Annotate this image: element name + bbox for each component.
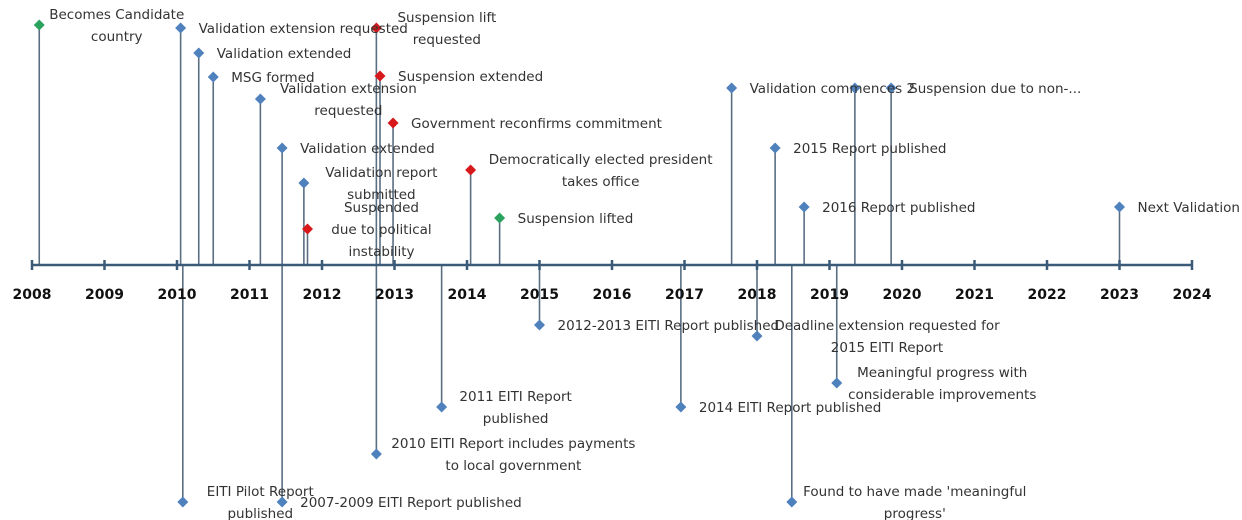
event-label: Becomes Candidate: [49, 7, 184, 23]
event-label: Deadline extension requested for: [774, 318, 1000, 334]
timeline-axis: 2008 2009 2010 2011 2012 2013 2014 2015 2016 2017…: [13, 260, 1212, 303]
event-marker-blue: [885, 82, 897, 94]
event-label: Suspension lift: [397, 10, 496, 26]
year-tick-label: 2021: [955, 287, 994, 303]
event-marker-blue: [675, 401, 687, 413]
event-marker-blue: [370, 448, 382, 460]
year-tick-label: 2023: [1100, 287, 1139, 303]
event-label: country: [91, 29, 143, 45]
event-label: Suspension lifted: [518, 211, 634, 227]
event-markers: [33, 19, 1125, 508]
event-label: 2010 EITI Report includes payments: [391, 436, 635, 452]
event-marker-blue: [534, 319, 545, 331]
event-label: Validation extended: [217, 46, 352, 62]
event-label: Meaningful progress with: [857, 365, 1027, 381]
year-tick-label: 2017: [665, 287, 704, 303]
event-label: requested: [314, 103, 382, 119]
event-label: published: [227, 506, 293, 520]
event-label: Democratically elected president: [489, 152, 713, 168]
event-label: Validation report: [325, 165, 437, 181]
event-marker-red: [370, 22, 382, 34]
event-marker-green: [494, 212, 506, 224]
event-label: published: [483, 411, 549, 427]
event-label: 2016 Report published: [822, 200, 975, 216]
event-label: 2007-2009 EITI Report published: [300, 495, 522, 511]
event-label: Validation extension: [280, 81, 417, 97]
event-label: 2015 EITI Report: [831, 340, 943, 356]
event-marker-red: [302, 223, 313, 235]
event-marker-blue: [786, 496, 798, 508]
year-tick-label: 2020: [883, 287, 922, 303]
year-tick-label: 2009: [85, 287, 124, 303]
event-marker-green: [33, 19, 45, 31]
event-marker-blue: [193, 47, 205, 59]
event-marker-blue: [254, 93, 266, 105]
event-marker-blue: [177, 496, 189, 508]
event-label: 2015 Report published: [793, 141, 946, 157]
year-tick-label: 2010: [158, 287, 197, 303]
event-marker-blue: [798, 201, 810, 213]
event-label: considerable improvements: [848, 387, 1036, 403]
event-marker-blue: [849, 82, 861, 94]
event-label: due to political: [331, 222, 431, 238]
year-tick-label: 2015: [520, 287, 559, 303]
event-label: Government reconfirms commitment: [411, 116, 662, 132]
year-tick-label: 2022: [1028, 287, 1067, 303]
event-marker-blue: [1114, 201, 1125, 213]
event-marker-blue: [436, 401, 448, 413]
event-label: MSG formed: [231, 70, 314, 86]
year-tick-label: 2019: [810, 287, 849, 303]
event-marker-blue: [207, 71, 219, 83]
event-label: Validation commences 2: [750, 81, 915, 97]
event-label: to local government: [445, 458, 581, 474]
year-tick-label: 2008: [13, 287, 52, 303]
event-label: submitted: [347, 187, 416, 203]
event-marker-blue: [276, 496, 288, 508]
event-marker-blue: [175, 22, 187, 34]
year-tick-label: 2018: [738, 287, 777, 303]
event-label: Validation extended: [300, 141, 435, 157]
event-label: Suspended: [344, 200, 419, 216]
event-label: requested: [413, 32, 481, 48]
year-tick-label: 2014: [448, 287, 487, 303]
year-tick-label: 2011: [230, 287, 269, 303]
event-marker-blue: [298, 177, 310, 189]
event-marker-blue: [751, 330, 763, 342]
year-tick-label: 2012: [303, 287, 342, 303]
event-label: EITI Pilot Report: [207, 484, 314, 500]
event-label: 2014 EITI Report published: [699, 400, 881, 416]
event-label: Validation extension requested: [199, 21, 408, 37]
event-label: Suspension due to non-...: [909, 81, 1081, 97]
event-stems: [38, 25, 1121, 502]
event-label: 2012-2013 EITI Report published: [558, 318, 780, 334]
event-label: takes office: [562, 174, 640, 190]
event-marker-red: [465, 164, 477, 176]
event-marker-red: [374, 70, 386, 82]
event-labels: Becomes Candidate country Validation exten…: [49, 7, 1240, 520]
event-label: instability: [348, 244, 414, 260]
event-label: 2011 EITI Report: [459, 389, 571, 405]
event-label: Found to have made 'meaningful: [803, 484, 1026, 500]
year-tick-label: 2013: [375, 287, 414, 303]
year-tick-label: 2016: [593, 287, 632, 303]
event-label: Next Validation: [1138, 200, 1240, 216]
event-marker-blue: [276, 142, 288, 154]
event-marker-red: [387, 117, 399, 129]
event-label: progress': [884, 506, 946, 520]
event-marker-blue: [831, 377, 843, 389]
year-tick-label: 2024: [1173, 287, 1212, 303]
event-marker-blue: [769, 142, 781, 154]
event-label: Suspension extended: [398, 69, 543, 85]
event-marker-blue: [726, 82, 738, 94]
